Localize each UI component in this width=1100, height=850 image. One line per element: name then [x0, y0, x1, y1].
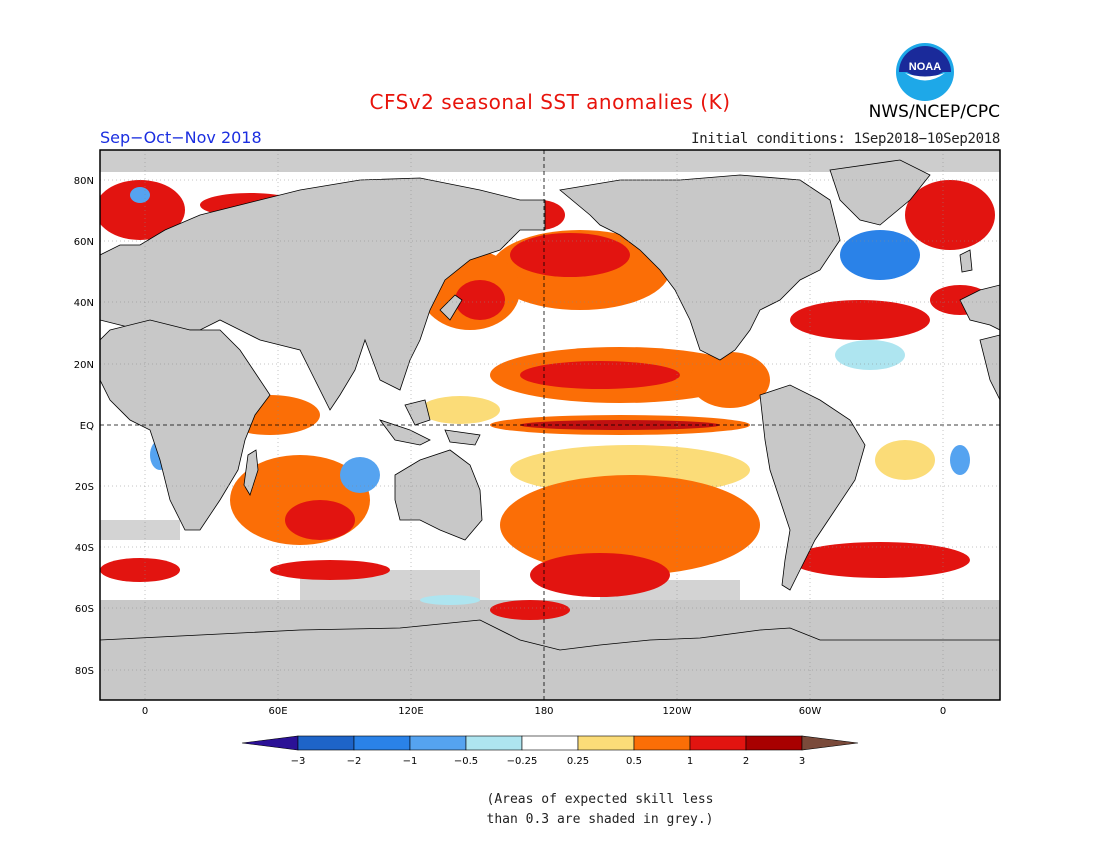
colorbar-swatch — [465, 735, 523, 751]
colorbar-swatch — [801, 735, 859, 751]
colorbar-swatch — [521, 735, 579, 751]
new-guinea-land — [444, 429, 481, 446]
colorbar-swatch — [297, 735, 355, 751]
skill-note-line: (Areas of expected skill less — [486, 792, 714, 807]
lat-label: 40S — [75, 543, 94, 554]
colorbar-label: −3 — [291, 756, 306, 767]
colorbar-swatch — [633, 735, 691, 751]
europe-east-edge — [959, 284, 1000, 331]
colorbar-labels: −3 −2 −1 −0.5 −0.25 0.25 0.5 1 2 3 — [291, 756, 806, 767]
colorbar-label: −0.25 — [507, 756, 538, 767]
lon-label: 0 — [142, 706, 148, 717]
map-frame — [99, 149, 1001, 701]
colorbar-swatch — [577, 735, 635, 751]
no-skill-region — [100, 150, 1000, 172]
lon-label: 60W — [799, 706, 822, 717]
colorbar: −3 −2 −1 −0.5 −0.25 0.25 0.5 1 2 3 — [241, 735, 859, 767]
lat-label: 20S — [75, 482, 94, 493]
australia-land — [394, 449, 483, 541]
south-america-land — [759, 384, 866, 591]
lon-label: 120W — [663, 706, 692, 717]
africa-east-edge — [979, 334, 1000, 401]
colorbar-swatch — [689, 735, 747, 751]
lat-label: 40N — [74, 298, 94, 309]
colorbar-swatch — [241, 735, 299, 751]
colorbar-label: 3 — [799, 756, 805, 767]
colorbar-swatches — [241, 735, 859, 751]
colorbar-label: −0.5 — [454, 756, 478, 767]
colorbar-label: 0.25 — [567, 756, 589, 767]
logo-text: NOAA — [909, 61, 941, 73]
colorbar-label: 0.5 — [626, 756, 642, 767]
japan-land — [439, 294, 463, 321]
lat-label: 80S — [75, 666, 94, 677]
no-skill-region — [100, 520, 180, 540]
initial-conditions-label: Initial conditions: 1Sep2018−10Sep2018 — [691, 131, 1000, 147]
map-title: CFSv2 seasonal SST anomalies (K) — [369, 90, 731, 114]
colorbar-label: −1 — [403, 756, 418, 767]
colorbar-swatch — [409, 735, 467, 751]
colorbar-label: −2 — [347, 756, 362, 767]
colorbar-label: 2 — [743, 756, 749, 767]
colorbar-swatch — [745, 735, 803, 751]
lon-label: 60E — [268, 706, 287, 717]
lon-label: 0 — [940, 706, 946, 717]
lat-label: 60S — [75, 604, 94, 615]
noaa-logo-icon: NOAA — [896, 43, 954, 101]
lat-label: 80N — [74, 176, 94, 187]
madagascar-land — [243, 449, 259, 496]
eurasia-land — [100, 177, 546, 411]
skill-note-line: than 0.3 are shaded in grey.) — [486, 812, 714, 827]
lat-label: EQ — [80, 421, 94, 432]
antarctica-land — [100, 619, 1000, 700]
lat-label: 20N — [74, 360, 94, 371]
greenland-land — [829, 159, 931, 226]
north-america-land — [559, 174, 841, 361]
skill-note: (Areas of expected skill less than 0.3 a… — [460, 790, 740, 830]
lon-label: 180 — [534, 706, 553, 717]
indonesia-land — [378, 419, 431, 446]
forecast-period-label: Sep−Oct−Nov 2018 — [100, 128, 262, 147]
lon-label: 120E — [398, 706, 423, 717]
colorbar-swatch — [353, 735, 411, 751]
lat-label: 60N — [74, 237, 94, 248]
colorbar-label: 1 — [687, 756, 693, 767]
latitude-labels: 80N 60N 40N 20N EQ 20S 40S 60S 80S — [74, 176, 94, 677]
agency-label: NWS/NCEP/CPC — [868, 102, 1000, 122]
sst-anomaly-map: 80N 60N 40N 20N EQ 20S 40S 60S 80S 0 60E… — [74, 149, 1001, 717]
longitude-labels: 0 60E 120E 180 120W 60W 0 — [142, 706, 946, 717]
uk-land — [959, 249, 973, 273]
